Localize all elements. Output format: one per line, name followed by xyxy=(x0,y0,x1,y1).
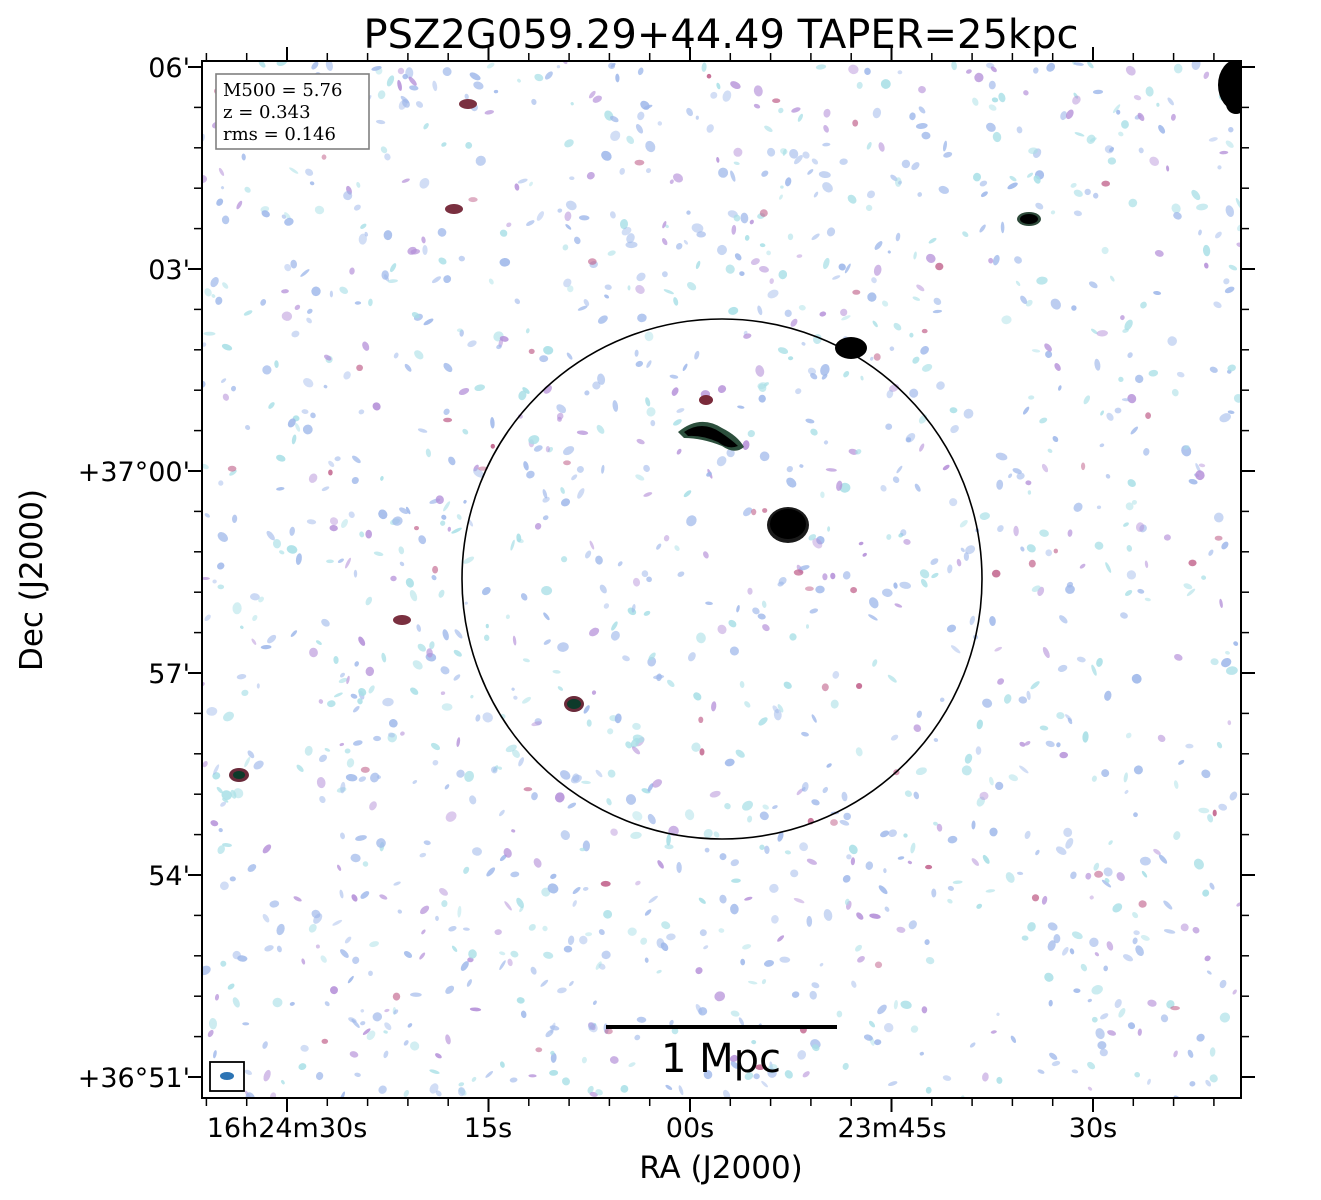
r500-circle xyxy=(461,318,983,840)
source-small-northwest xyxy=(445,204,463,214)
source-extended-arc xyxy=(678,395,744,451)
source-circle-edge xyxy=(835,337,867,359)
y-axis-label: Dec (J2000) xyxy=(14,489,50,671)
source-upper-right-corner xyxy=(1218,61,1241,114)
y-tick-label-2: +37°00' xyxy=(78,457,190,488)
y-tick-label-1: 03' xyxy=(148,255,190,286)
source-west-edge xyxy=(229,768,249,782)
info-rms: rms = 0.146 xyxy=(223,124,336,145)
beam-indicator xyxy=(209,1061,245,1092)
scale-bar-label: 1 Mpc xyxy=(661,1036,781,1082)
axis-ticks xyxy=(188,47,1255,1112)
info-m500: M500 = 5.76 xyxy=(223,80,342,101)
x-tick-label-0: 16h24m30s xyxy=(207,1113,368,1144)
source-small-north xyxy=(459,99,477,109)
x-tick-labels: 16h24m30s 15s 00s 23m45s 30s xyxy=(207,1113,1118,1144)
beam-ellipse xyxy=(220,1072,234,1080)
y-tick-label-4: 54' xyxy=(148,861,190,892)
source-small-west xyxy=(393,615,411,625)
scale-bar: 1 Mpc xyxy=(606,1025,837,1082)
map-background xyxy=(202,61,1241,1098)
y-tick-label-0: 06' xyxy=(148,53,190,84)
radio-sources xyxy=(229,61,1241,782)
source-inner-southwest xyxy=(564,696,584,712)
y-tick-labels: 06' 03' +37°00' 57' 54' +36°51' xyxy=(78,53,190,1094)
source-northeast xyxy=(1017,212,1041,226)
x-tick-label-4: 30s xyxy=(1069,1113,1117,1144)
info-redshift: z = 0.343 xyxy=(223,102,311,123)
y-tick-label-3: 57' xyxy=(148,659,190,690)
y-tick-label-5: +36°51' xyxy=(78,1063,190,1094)
x-axis-label: RA (J2000) xyxy=(639,1150,803,1186)
x-tick-label-2: 00s xyxy=(666,1113,714,1144)
cluster-info-box: M500 = 5.76 z = 0.343 rms = 0.146 xyxy=(215,73,370,150)
plot-frame xyxy=(201,60,1242,1099)
figure-title: PSZ2G059.29+44.49 TAPER=25kpc xyxy=(364,12,1079,58)
x-tick-label-3: 23m45s xyxy=(837,1113,946,1144)
x-tick-label-1: 15s xyxy=(464,1113,512,1144)
source-central-bright xyxy=(767,507,809,543)
